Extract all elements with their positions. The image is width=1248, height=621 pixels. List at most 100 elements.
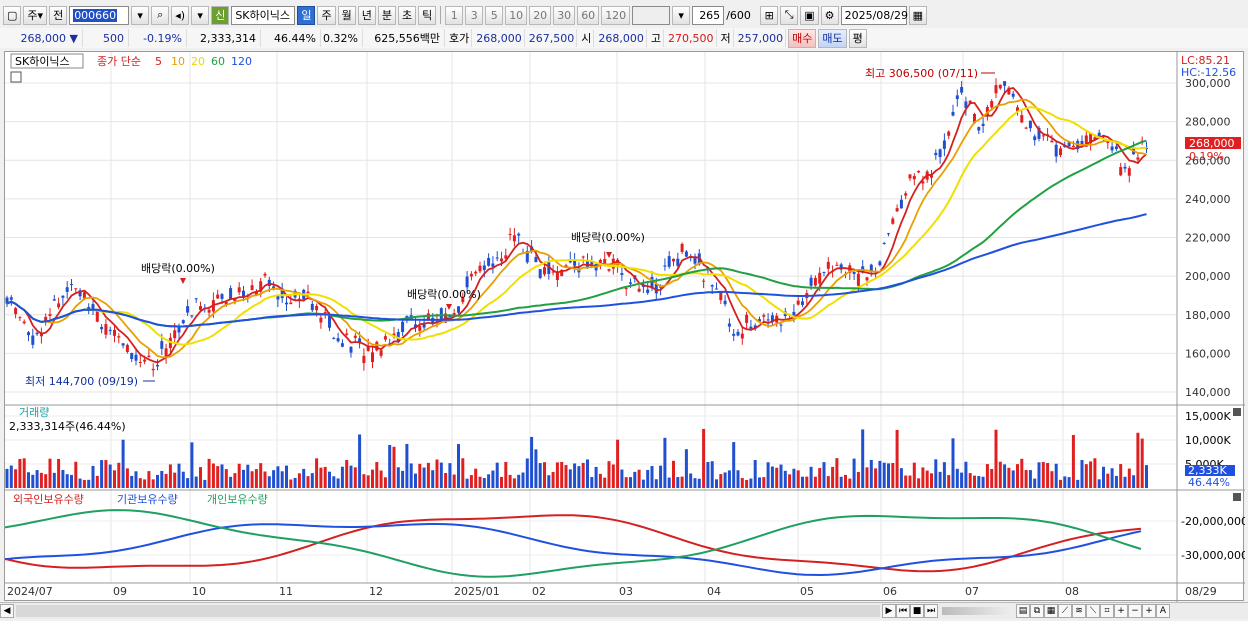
period-year[interactable]: 년 [357,5,376,25]
interval-60[interactable]: 60 [577,5,600,25]
stock-name-field[interactable]: SK하이닉스 [231,5,296,25]
last-page-icon[interactable]: ⏭ [924,604,938,618]
candle-body [323,312,327,314]
font-size-icon[interactable]: A [1156,604,1170,618]
volume-bar [878,460,882,488]
period-week[interactable]: 주 [317,5,336,25]
table-toggle-icon[interactable] [10,71,22,83]
speaker-icon[interactable]: ◂) [171,5,190,25]
grid-icon[interactable]: ▦ [1044,604,1058,618]
measure-tool-icon[interactable]: ⌗ [1100,604,1114,618]
date-input[interactable]: 2025/08/29 [840,5,908,25]
legend-ma-60: 60 [211,55,225,68]
custom-interval-input[interactable] [632,5,671,25]
period-minute[interactable]: 분 [377,5,396,25]
volume-tick-label: 15,000K [1185,410,1231,423]
calendar-icon[interactable]: ▦ [908,5,927,25]
candle-body [405,316,409,318]
interval-3[interactable]: 3 [465,5,484,25]
gear-icon[interactable]: ⚙ [820,5,839,25]
ask-label: 호가 [447,29,473,47]
tools-icon[interactable]: ⊞ [760,5,779,25]
interval-1[interactable]: 1 [445,5,464,25]
count-input[interactable]: 265 [692,5,725,25]
trend-tool-icon[interactable]: ⟍ [1086,604,1100,618]
candle-body [977,127,981,131]
scroll-right-icon[interactable]: ▶ [882,604,896,618]
interval-20[interactable]: 20 [529,5,552,25]
volume-bar [517,474,521,488]
candle-body [164,348,168,357]
scroll-track[interactable] [16,605,880,617]
copy-icon[interactable]: ⧉ [1030,604,1044,618]
sell-button[interactable]: 매도 [818,28,847,48]
credit-badge[interactable]: 신 [211,5,230,25]
period-tick[interactable]: 틱 [418,5,437,25]
custom-interval-dropdown-icon[interactable]: ▾ [672,5,691,25]
volume-bar [259,463,263,488]
zoom-out-icon[interactable]: − [1128,604,1142,618]
holdings-tick-label: -20,000,000 [1181,515,1245,528]
volume-bar [607,461,611,488]
window-icon[interactable]: ▢ [3,5,22,25]
candle-body [117,336,121,338]
save-icon[interactable]: ▣ [800,5,819,25]
candle-body [478,265,482,272]
candle-body [504,255,508,259]
zoom-in-icon[interactable]: + [1114,604,1128,618]
candle-body [108,329,112,332]
holdings-panel-close-icon[interactable] [1233,493,1241,501]
chart-canvas[interactable]: SK하이닉스 종가 단순 5 10 20 60 120 LC:85.21 HC:… [5,52,1245,602]
zoom-slider[interactable] [942,607,1012,615]
volume-bar [289,479,293,488]
period-second[interactable]: 초 [397,5,417,25]
interval-5[interactable]: 5 [485,5,504,25]
quote-open: 268,000 [596,29,647,47]
period-month[interactable]: 월 [337,5,356,25]
volume-bar [319,467,323,488]
current-price-text: 268,000 [1189,137,1235,150]
fib-tool-icon[interactable]: ≋ [1072,604,1086,618]
zoom-in-2-icon[interactable]: + [1142,604,1156,618]
candle-body [715,288,718,290]
candle-body [237,287,241,293]
candle-body [1020,115,1024,123]
eval-button[interactable]: 평 [848,28,867,48]
volume-bar [297,473,301,488]
code-dropdown-icon[interactable]: ▾ [131,5,150,25]
volume-bar [207,458,211,488]
candle-body [517,233,521,236]
line-tool-icon[interactable]: ⟋ [1058,604,1072,618]
volume-bar [899,468,903,488]
volume-bar [865,467,869,488]
candle-body [856,273,860,286]
ma-line-20 [6,106,1147,346]
lc-label: LC:85.21 [1181,54,1230,67]
prev-button[interactable]: 전 [49,5,68,25]
draw-icon[interactable]: ⤡ [780,5,799,25]
stop-icon[interactable]: ■ [910,604,924,618]
stock-code-input[interactable]: 000660 [69,5,130,25]
interval-120[interactable]: 120 [601,5,631,25]
dividend-label-2: 배당락(0.00%) [407,288,481,301]
volume-bar [431,470,435,488]
period-day[interactable]: 일 [297,5,316,25]
quote-change: 500 [85,29,129,47]
buy-button[interactable]: 매수 [788,28,817,48]
weekly-select[interactable]: 주 ▾ [23,5,48,25]
scroll-left-icon[interactable]: ◀ [0,604,14,618]
stock-chart[interactable]: SK하이닉스 종가 단순 5 10 20 60 120 LC:85.21 HC:… [4,51,1245,602]
interval-10[interactable]: 10 [505,5,528,25]
volume-bar [788,474,792,488]
volume-panel-close-icon[interactable] [1233,408,1241,416]
volume-bar [181,471,185,488]
volume-bar [388,444,392,488]
candle-body [809,277,813,286]
more-dropdown-icon[interactable]: ▾ [191,5,210,25]
first-page-icon[interactable]: ⏮ [896,604,910,618]
layout-icon[interactable]: ▤ [1016,604,1030,618]
volume-bar [1102,466,1105,488]
search-icon[interactable]: ⌕ [151,5,170,25]
dividend-label-3: 배당락(0.00%) [571,231,645,244]
interval-30[interactable]: 30 [553,5,576,25]
